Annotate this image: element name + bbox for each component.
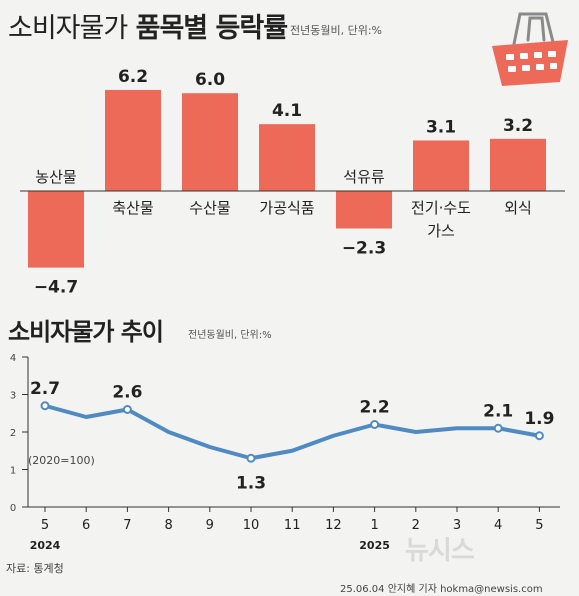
bar-7: [490, 138, 546, 191]
x-tick-label: 5: [41, 518, 49, 533]
bar-value-label: 4.1: [272, 101, 302, 121]
shopping-basket-icon: [492, 12, 568, 86]
x-tick-label: 7: [123, 518, 131, 533]
source-note: 자료: 통계청: [6, 562, 64, 575]
data-label: 2.2: [360, 398, 390, 418]
chart1-title-bold: 품목별 등락률: [135, 13, 288, 44]
bar-value-label: −2.3: [342, 238, 386, 258]
year-label-2025: 2025: [359, 539, 390, 552]
series-line: [43, 403, 542, 461]
bar-5: [336, 191, 392, 229]
bar-category-label: 수산물: [189, 199, 230, 217]
newsis-logo: 뉴시스: [405, 536, 475, 566]
bar-3: [182, 93, 238, 191]
reporter-credit: 25.06.04 안지혜 기자 hokma@newsis.com: [340, 584, 543, 595]
data-label: 2.6: [112, 383, 142, 403]
bar-value-label: −4.7: [34, 278, 78, 298]
bar-6: [413, 140, 469, 191]
x-tick-label: 8: [164, 518, 172, 533]
x-tick-label: 12: [325, 518, 342, 533]
bar-category-label: 전기·수도: [411, 199, 471, 217]
data-point: [246, 453, 256, 463]
y-tick-label: 1: [10, 466, 16, 477]
x-tick-label: 1: [370, 518, 378, 533]
data-point: [122, 405, 132, 414]
data-label: 1.3: [236, 473, 266, 493]
y-tick-label: 2: [10, 428, 16, 439]
chart2-subtitle: 전년동월비, 단위:%: [188, 330, 272, 341]
bar-chart: −4.7 농산물 6.2 축산물 6.0 수산물 4.1 가공식품 −2.3 석유류 3.1 전기·수…: [20, 67, 565, 298]
x-tick-label: 6: [82, 518, 90, 533]
x-tick-label: 4: [494, 518, 502, 533]
y-tick-label: 0: [10, 503, 16, 514]
bar-value-label: 6.2: [118, 67, 148, 87]
x-tick-label: 9: [206, 518, 214, 533]
y-tick-label: 4: [10, 353, 16, 364]
data-point: [534, 431, 544, 441]
chart1-title-light: 소비자물가: [8, 13, 128, 44]
x-tick-label: 5: [535, 518, 543, 533]
data-point: [493, 423, 503, 433]
bar-category-label: 석유류: [343, 168, 385, 186]
x-tick-label: 11: [284, 518, 301, 533]
data-label: 2.1: [483, 401, 513, 421]
bar-category-label: 농산물: [35, 168, 76, 186]
bar-4: [259, 124, 315, 191]
chart2-title: 소비자물가 추이: [8, 318, 164, 346]
bar-category-label: 외식: [504, 199, 532, 217]
x-tick-label: 10: [243, 518, 260, 533]
bar-category-label: 축산물: [112, 199, 153, 217]
year-label-2024: 2024: [30, 539, 61, 552]
bar-value-label: 3.2: [503, 116, 533, 136]
y-tick-label: 3: [10, 391, 16, 402]
data-label: 1.9: [524, 409, 554, 429]
bar-2: [105, 89, 161, 191]
base-year-note: (2020=100): [28, 454, 95, 467]
data-point: [40, 401, 50, 411]
x-tick-label: 2: [412, 518, 420, 533]
data-label: 2.7: [30, 379, 60, 399]
bar-category-label: 가공식품: [259, 199, 314, 217]
chart1-title: 소비자물가 품목별 등락률: [8, 6, 288, 45]
bar-category-label: 가스: [427, 222, 455, 240]
x-tick-label: 3: [453, 518, 461, 533]
chart1-subtitle: 전년동월비, 단위:%: [290, 24, 382, 37]
bar-value-label: 3.1: [426, 117, 456, 137]
bar-value-label: 6.0: [195, 70, 225, 90]
data-point: [370, 420, 380, 429]
bar-1: [28, 191, 84, 268]
